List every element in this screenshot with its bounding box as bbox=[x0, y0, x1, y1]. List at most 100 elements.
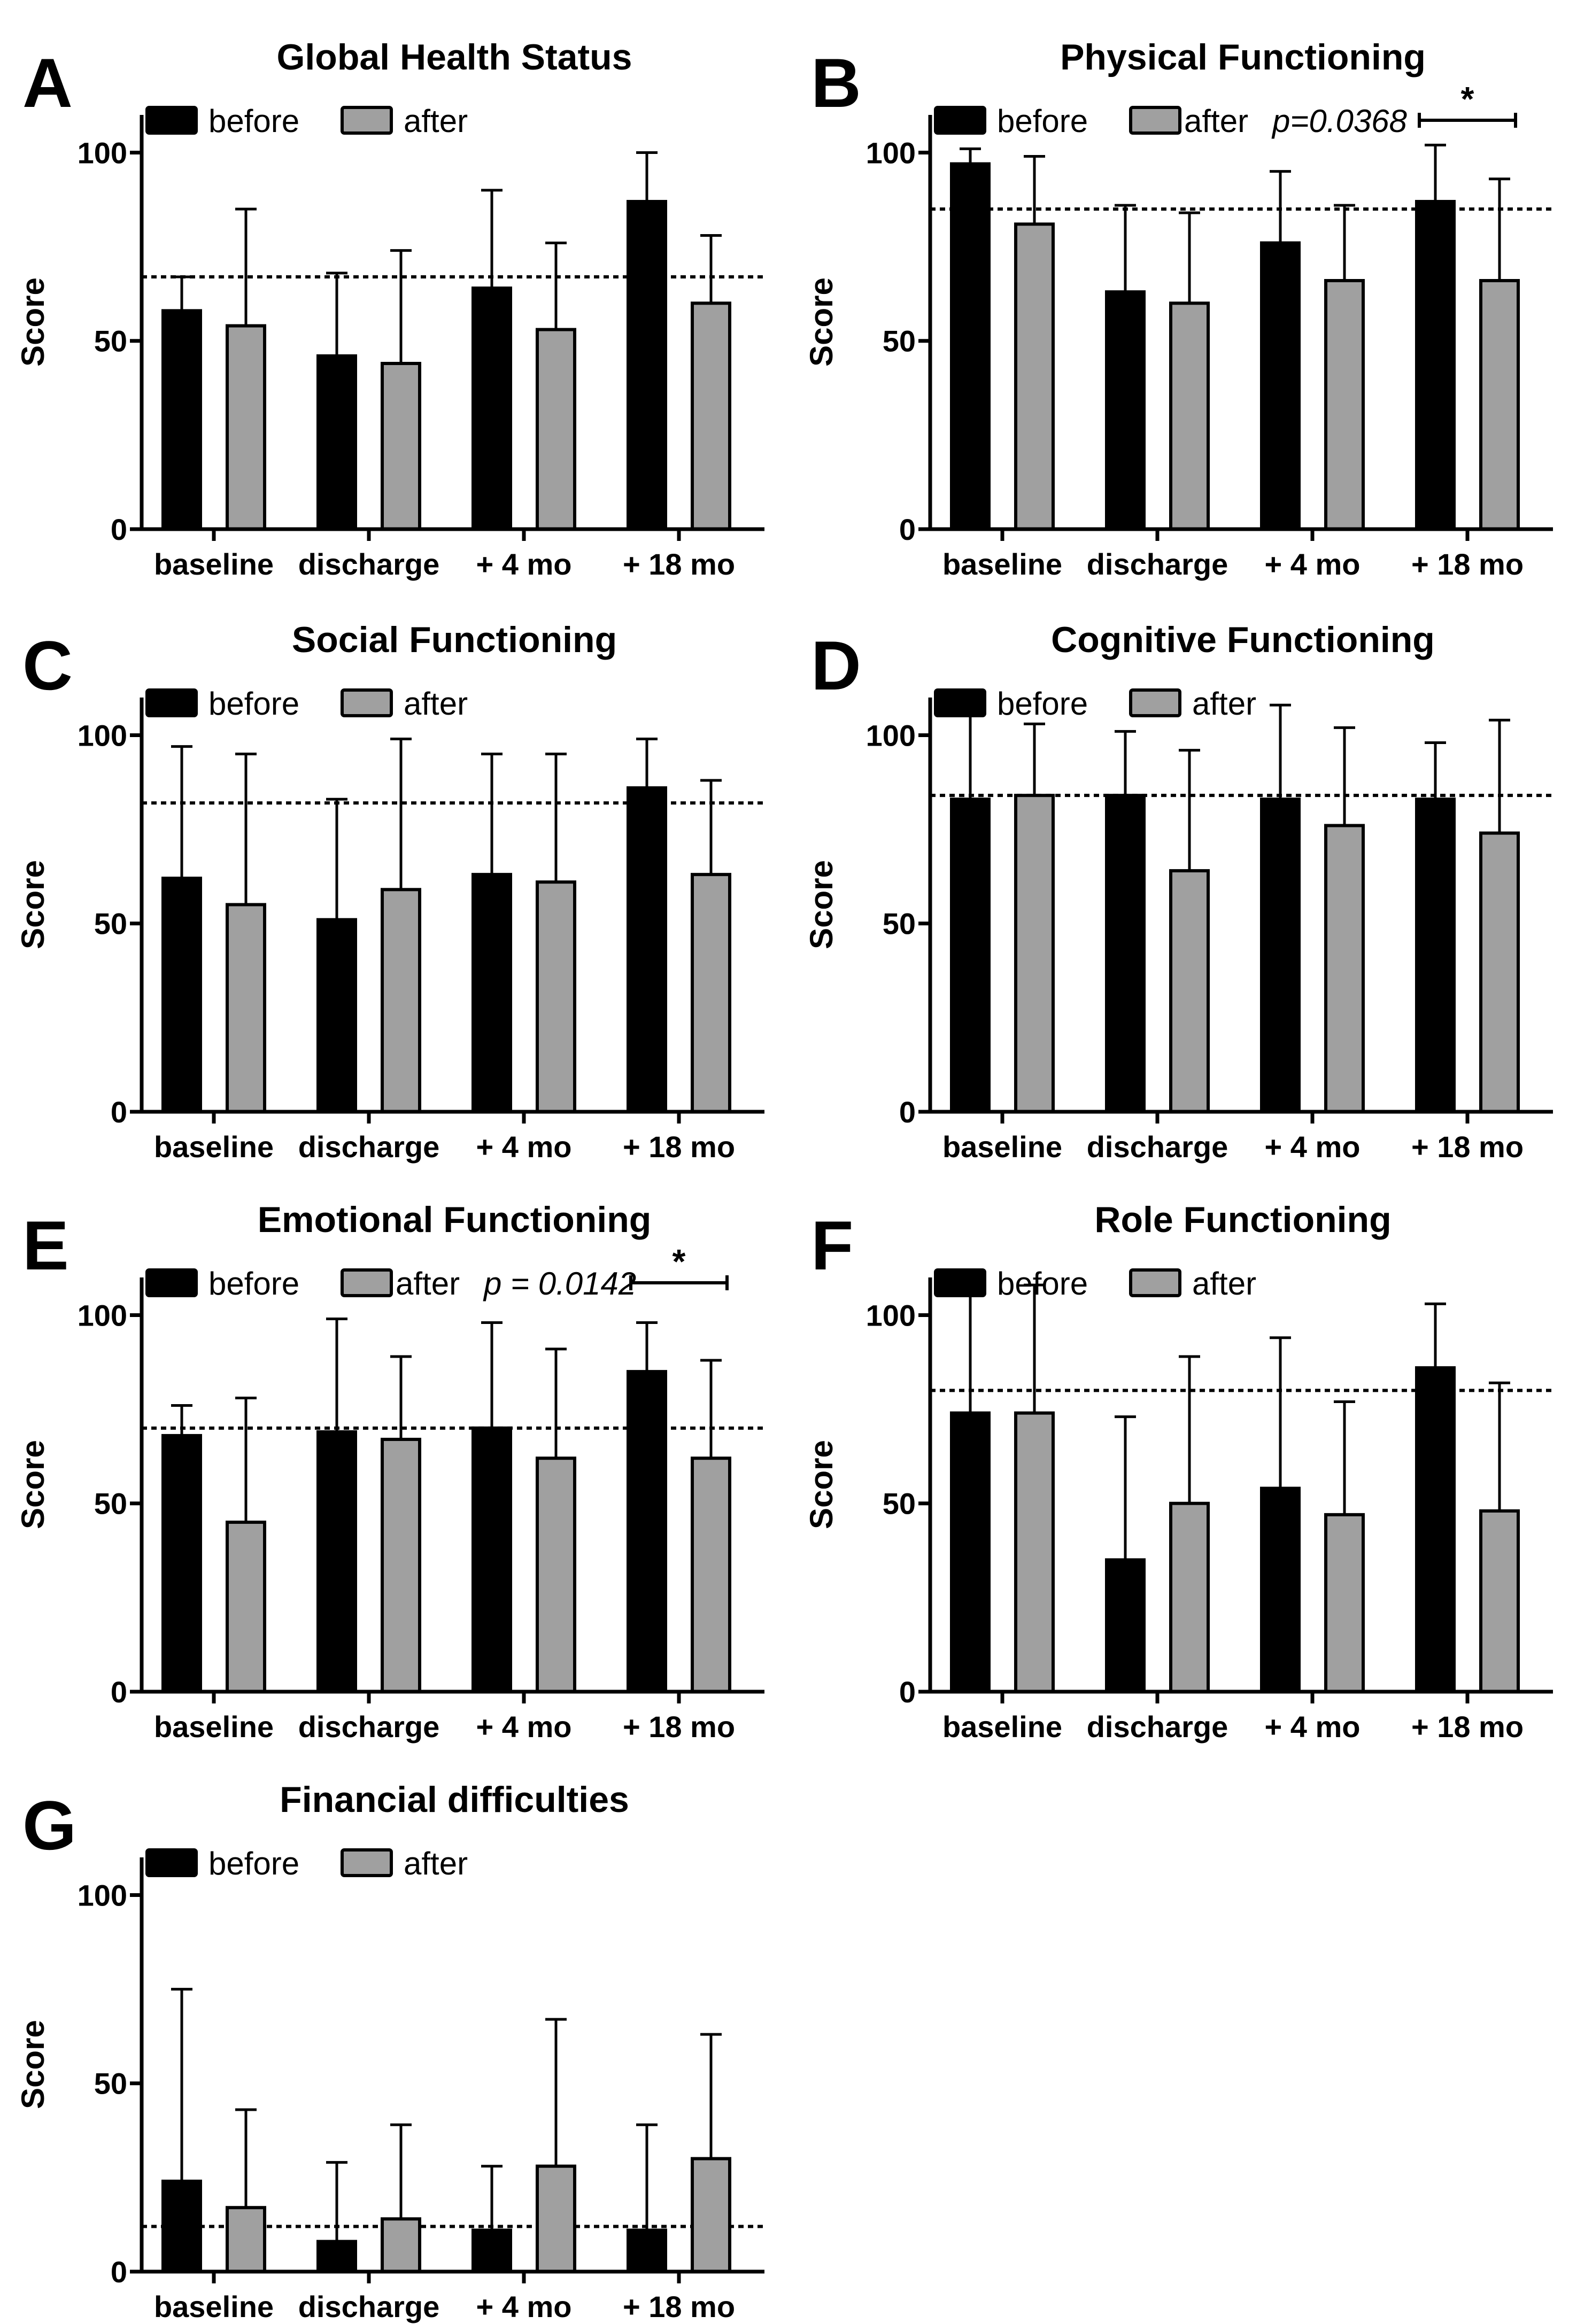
bar-before bbox=[316, 1430, 357, 1693]
x-tick-label: + 18 mo bbox=[623, 547, 735, 581]
x-tick-label: baseline bbox=[942, 1710, 1062, 1744]
bar-after bbox=[226, 324, 266, 531]
bar-before bbox=[316, 2240, 357, 2273]
bar-before bbox=[1415, 797, 1456, 1113]
legend-label-after: after bbox=[404, 103, 468, 139]
y-tick-label: 50 bbox=[883, 324, 916, 358]
bar-after bbox=[1169, 301, 1210, 531]
legend-label-after: after bbox=[404, 1846, 468, 1881]
bar-after bbox=[691, 301, 731, 531]
x-tick-label: + 4 mo bbox=[476, 2290, 572, 2323]
bar-after bbox=[381, 1437, 421, 1693]
p-value-label: p = 0.0142 bbox=[483, 1266, 636, 1302]
chart-title: Global Health Status bbox=[277, 37, 632, 78]
x-tick-label: baseline bbox=[154, 2290, 274, 2323]
panel-letter: G bbox=[22, 1786, 76, 1864]
panel-letter: A bbox=[22, 44, 73, 122]
panel-letter: B bbox=[811, 44, 861, 122]
p-value-label: p=0.0368 bbox=[1271, 103, 1408, 139]
x-tick-label: + 18 mo bbox=[623, 2290, 735, 2323]
y-axis-label: Score bbox=[803, 1440, 839, 1529]
chart-title: Role Functioning bbox=[1094, 1199, 1391, 1240]
legend-swatch-before bbox=[145, 1848, 198, 1877]
y-tick-label: 0 bbox=[111, 2255, 127, 2289]
x-tick-label: baseline bbox=[154, 1710, 274, 1744]
chart-title: Emotional Functioning bbox=[258, 1199, 652, 1240]
legend-swatch-before bbox=[934, 106, 986, 135]
bar-before bbox=[627, 2228, 667, 2273]
x-tick-label: + 18 mo bbox=[1411, 1710, 1524, 1744]
bar-before bbox=[1105, 1558, 1146, 1694]
legend-label-after: after bbox=[1184, 103, 1248, 139]
bar-after bbox=[536, 2164, 576, 2274]
bar-before bbox=[472, 873, 512, 1113]
chart-title: Financial difficulties bbox=[280, 1779, 629, 1820]
legend-swatch-before bbox=[145, 688, 198, 717]
legend-swatch-after bbox=[1129, 106, 1181, 135]
bar-before bbox=[1260, 1486, 1301, 1694]
y-tick-label: 0 bbox=[111, 1675, 127, 1709]
legend-label-before: before bbox=[208, 1846, 299, 1881]
bar-before bbox=[472, 286, 512, 531]
x-tick-label: + 4 mo bbox=[1265, 1130, 1361, 1164]
legend-swatch-before bbox=[145, 106, 198, 135]
legend-label-before: before bbox=[208, 103, 299, 139]
bar-after bbox=[1014, 794, 1055, 1113]
legend-label-after: after bbox=[1192, 686, 1256, 722]
bar-after bbox=[1479, 279, 1520, 531]
bar-after bbox=[1324, 824, 1365, 1113]
bar-after bbox=[1014, 222, 1055, 531]
y-axis-label: Score bbox=[15, 1440, 51, 1529]
legend-swatch-after bbox=[1129, 1268, 1181, 1297]
chart-panel-d: D Cognitive Functioning before after 0 50 100 S… bbox=[803, 619, 1553, 1164]
x-tick-label: + 18 mo bbox=[1411, 1130, 1524, 1164]
y-tick-label: 50 bbox=[883, 1487, 916, 1521]
x-tick-label: + 4 mo bbox=[1265, 547, 1361, 581]
bar-after bbox=[691, 2157, 731, 2273]
chart-panel-e: E Emotional Functioning before after p = 0.0… bbox=[15, 1199, 764, 1744]
y-tick-label: 100 bbox=[866, 718, 916, 752]
x-tick-label: + 4 mo bbox=[476, 547, 572, 581]
x-tick-label: baseline bbox=[154, 547, 274, 581]
bar-after bbox=[381, 362, 421, 531]
bar-before bbox=[627, 200, 667, 531]
bar-after bbox=[536, 328, 576, 531]
panel-letter: E bbox=[22, 1206, 69, 1284]
bar-after bbox=[1169, 1501, 1210, 1694]
legend-label-before: before bbox=[208, 686, 299, 722]
bar-before bbox=[316, 354, 357, 531]
legend-swatch-before bbox=[145, 1268, 198, 1297]
y-tick-label: 0 bbox=[899, 1675, 916, 1709]
chart-title: Social Functioning bbox=[292, 619, 617, 660]
bar-after bbox=[691, 1457, 731, 1693]
y-axis-label: Score bbox=[15, 277, 51, 367]
y-tick-label: 0 bbox=[111, 513, 127, 546]
bar-after bbox=[1479, 1509, 1520, 1693]
significance-star: * bbox=[1461, 80, 1474, 118]
bar-after bbox=[226, 2206, 266, 2274]
y-tick-label: 50 bbox=[94, 2067, 127, 2101]
y-axis-label: Score bbox=[15, 860, 51, 949]
bar-after bbox=[536, 1457, 576, 1693]
bar-before bbox=[472, 2228, 512, 2273]
bar-after bbox=[381, 888, 421, 1113]
x-tick-label: discharge bbox=[1087, 1130, 1228, 1164]
bar-before bbox=[1260, 241, 1301, 531]
legend-swatch-after bbox=[341, 1848, 393, 1877]
x-tick-label: baseline bbox=[942, 547, 1062, 581]
bar-before bbox=[1260, 797, 1301, 1113]
legend-label-before: before bbox=[997, 686, 1088, 722]
x-tick-label: + 18 mo bbox=[623, 1710, 735, 1744]
bar-after bbox=[1014, 1411, 1055, 1693]
x-tick-label: discharge bbox=[298, 2290, 440, 2323]
chart-panel-c: C Social Functioning before after 0 50 100 Scor… bbox=[15, 619, 764, 1164]
y-tick-label: 100 bbox=[866, 1298, 916, 1332]
bar-before bbox=[161, 877, 202, 1113]
bar-before bbox=[472, 1426, 512, 1693]
y-axis-label: Score bbox=[803, 277, 839, 367]
x-tick-label: + 4 mo bbox=[476, 1710, 572, 1744]
x-tick-label: discharge bbox=[1087, 547, 1228, 581]
x-tick-label: + 18 mo bbox=[1411, 547, 1524, 581]
legend-swatch-before bbox=[934, 1268, 986, 1297]
